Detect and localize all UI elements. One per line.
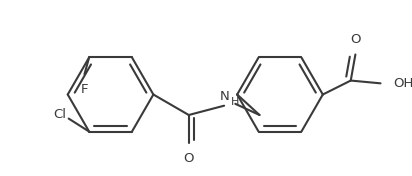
Text: O: O <box>183 152 194 165</box>
Text: O: O <box>350 33 360 46</box>
Text: F: F <box>81 83 88 96</box>
Text: Cl: Cl <box>53 108 66 121</box>
Text: H: H <box>231 97 239 107</box>
Text: OH: OH <box>393 77 412 90</box>
Text: N: N <box>219 90 229 103</box>
